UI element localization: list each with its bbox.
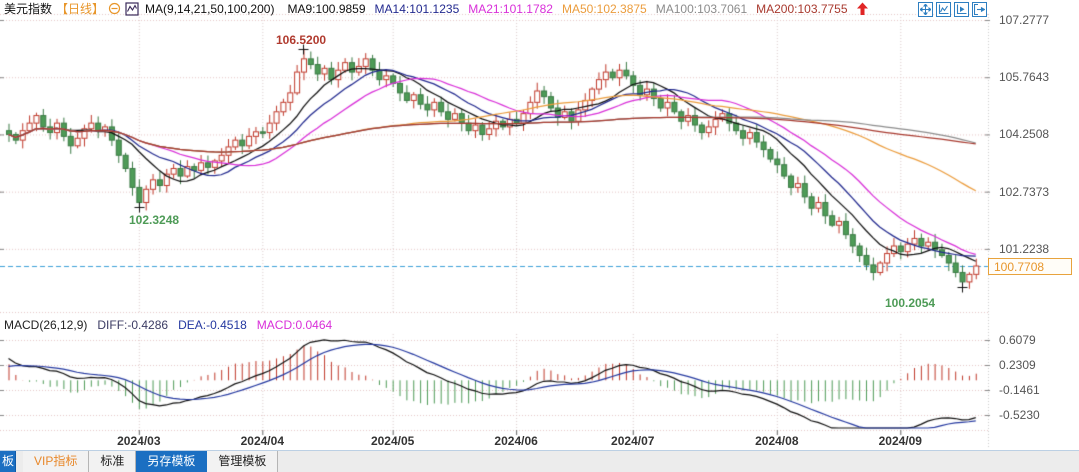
template-tab-bar: 板 VIP指标 标准 另存模板 管理模板: [0, 450, 1079, 472]
tab-1[interactable]: 标准: [89, 451, 137, 472]
last-price-value: 100.7708: [994, 259, 1045, 274]
macd-header: MACD(26,12,9) DIFF:-0.4286 DEA:-0.4518 M…: [4, 318, 332, 332]
low-price-annotation-2: 100.2054: [885, 296, 936, 310]
minus-circle-icon[interactable]: [108, 2, 121, 15]
x-axis-month-label: 2024/09: [878, 434, 922, 448]
exit-right-icon[interactable]: [972, 2, 987, 17]
x-axis-month-label: 2024/05: [370, 434, 415, 448]
tab-0[interactable]: VIP指标: [23, 451, 90, 472]
last-price-box: 100.7708: [988, 258, 1072, 275]
macd-diff-value: DIFF:-0.4286: [97, 318, 169, 332]
price-tick-label: 104.2508: [999, 127, 1050, 142]
ma-value-0: MA9:100.9859: [287, 1, 366, 16]
x-axis-month-label: 2024/06: [494, 434, 538, 448]
chart-toolbar: [918, 2, 987, 17]
ma-value-3: MA50:102.3875: [561, 1, 647, 16]
price-tick-label: 102.7373: [999, 184, 1050, 199]
price-tick-label: 105.7643: [999, 70, 1050, 85]
high-price-annotation: 106.5200: [276, 33, 327, 47]
macd-macd-value: MACD:0.0464: [256, 318, 333, 332]
low-price-annotation-1: 102.3248: [129, 213, 180, 227]
axis-chart-icon[interactable]: [936, 2, 951, 17]
x-axis-month-label: 2024/03: [117, 434, 161, 448]
macd-tick-label: 0.6079: [999, 333, 1036, 347]
period-label: 【日线】: [56, 2, 105, 16]
macd-title: MACD(26,12,9): [4, 318, 88, 332]
tab-clipped-template[interactable]: 板: [0, 451, 16, 472]
macd-tick-label: -0.1461: [999, 383, 1040, 397]
ma-value-2: MA21:101.1782: [468, 1, 553, 16]
macd-tick-label: 0.2309: [999, 358, 1036, 372]
x-axis-month-label: 2024/08: [755, 434, 799, 448]
pan-icon[interactable]: [918, 2, 933, 17]
x-axis-month-label: 2024/04: [240, 434, 284, 448]
price-tick-label: 107.2777: [999, 13, 1050, 27]
play-chart-icon[interactable]: [954, 2, 969, 17]
ma-group-label: MA(9,14,21,50,100,200): [145, 1, 275, 16]
ma-value-4: MA100:103.7061: [655, 1, 748, 16]
ma-values-legend: MA9:100.9859 MA14:101.1235 MA21:101.1782 MA…: [278, 2, 847, 16]
ma-value-1: MA14:101.1235: [374, 1, 460, 16]
symbol-name: 美元指数: [4, 2, 53, 16]
red-up-arrow-icon[interactable]: [856, 2, 869, 16]
macd-tick-label: -0.5230: [999, 407, 1040, 422]
tab-3[interactable]: 管理模板: [207, 451, 279, 472]
zigzag-chart-icon[interactable]: [125, 1, 139, 16]
price-tick-label: 101.2238: [999, 241, 1050, 256]
chart-header: 美元指数 【日线】 MA(9,14,21,50,100,200) MA9:100…: [4, 1, 869, 16]
macd-dea-value: DEA:-0.4518: [178, 318, 247, 332]
ma-value-5: MA200:103.7755: [756, 1, 848, 16]
x-axis-month-label: 2024/07: [611, 434, 655, 448]
tab-2[interactable]: 另存模板: [136, 451, 208, 472]
